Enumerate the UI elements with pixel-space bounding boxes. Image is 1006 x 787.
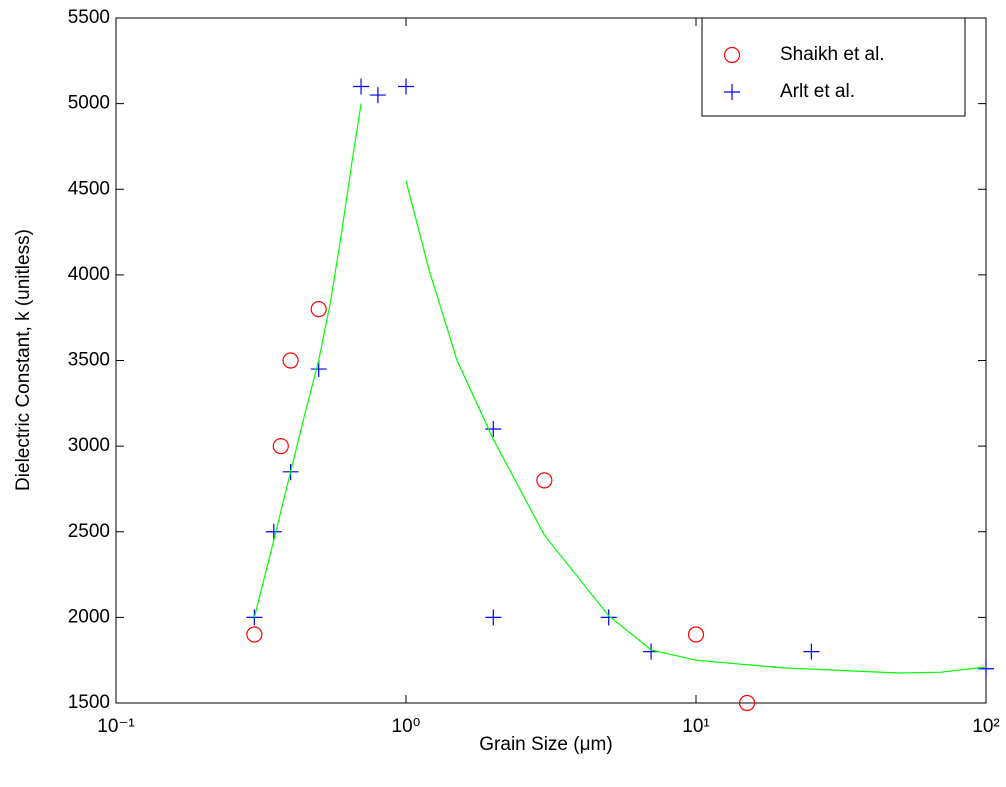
point (536, 472, 553, 489)
point (310, 361, 327, 378)
x-tick-label: 10² (972, 716, 999, 737)
y-tick-label: 4500 (68, 178, 110, 199)
legend-box (701, 17, 966, 117)
plot-area (115, 17, 987, 704)
point (272, 438, 289, 455)
legend-label: Arlt et al. (780, 81, 855, 102)
point (687, 626, 705, 643)
fit-line (405, 180, 987, 674)
x-axis-label: Grain Size (μm) (479, 734, 612, 755)
y-tick-label: 5000 (68, 93, 110, 114)
legend-marker (723, 46, 741, 64)
point (485, 609, 502, 626)
legend-label: Shaikh et al. (780, 44, 885, 65)
fit-line (253, 103, 362, 618)
point (246, 626, 263, 643)
y-tick-label: 3000 (68, 435, 110, 456)
y-axis-label: Dielectric Constant, k (unitless) (13, 229, 34, 491)
point (485, 421, 502, 437)
point (803, 643, 820, 660)
point (265, 523, 282, 540)
x-tick-label: 10⁰ (392, 716, 421, 737)
point (353, 78, 370, 95)
y-tick-label: 4000 (68, 264, 110, 285)
point (398, 78, 414, 95)
x-tick-label: 10¹ (682, 716, 709, 737)
point (738, 694, 756, 712)
point (282, 352, 299, 369)
y-tick-label: 3500 (68, 350, 110, 371)
y-tick-label: 2000 (68, 606, 110, 627)
point (369, 87, 386, 104)
x-tick-label: 10⁻¹ (97, 716, 135, 737)
point (600, 609, 617, 626)
y-tick-label: 5500 (68, 7, 110, 28)
y-tick-label: 2500 (68, 521, 110, 542)
point (978, 660, 994, 677)
y-tick-label: 1500 (68, 692, 110, 713)
point (310, 301, 327, 318)
legend-marker (724, 84, 740, 100)
